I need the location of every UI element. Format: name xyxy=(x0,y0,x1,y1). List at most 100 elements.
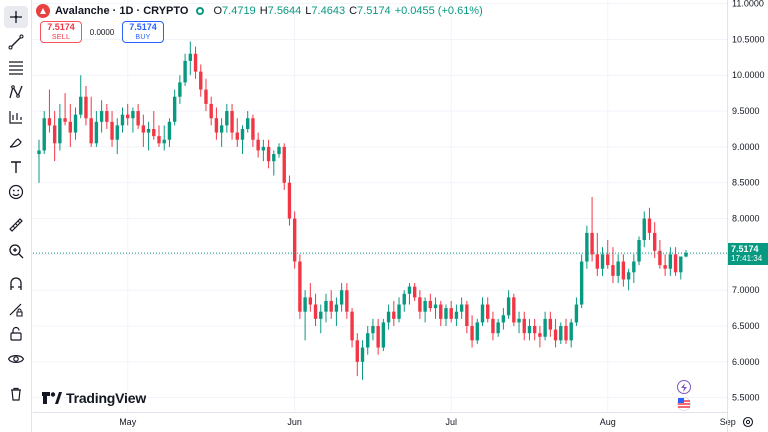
buy-button[interactable]: 7.5174 BUY xyxy=(122,21,164,43)
candle-body xyxy=(569,322,573,341)
candle-body xyxy=(684,252,688,257)
candle xyxy=(684,250,688,258)
candle xyxy=(146,121,151,151)
candle xyxy=(230,103,234,140)
y-tick-label: 10.0000 xyxy=(732,70,765,80)
pattern-icon[interactable] xyxy=(4,81,28,103)
fib-icon[interactable] xyxy=(4,56,28,78)
tradingview-logo-icon xyxy=(42,392,62,404)
sell-button[interactable]: 7.5174 SELL xyxy=(40,21,82,43)
candle-body xyxy=(402,293,406,305)
candle xyxy=(606,240,610,269)
candle xyxy=(652,222,657,258)
y-tick-label: 8.0000 xyxy=(732,214,760,224)
candle-body xyxy=(439,304,443,319)
candle-body xyxy=(433,304,438,309)
candle-body xyxy=(366,333,370,348)
candle-body xyxy=(376,326,380,348)
candle-body xyxy=(595,254,599,269)
candle xyxy=(376,318,380,355)
candle-body xyxy=(517,318,521,323)
candle xyxy=(58,103,62,151)
zoom-icon[interactable] xyxy=(4,240,28,262)
trend-line-icon[interactable] xyxy=(4,31,28,53)
cursor-icon[interactable] xyxy=(4,6,28,28)
candle-body xyxy=(58,118,62,144)
candle xyxy=(246,111,250,133)
lock-drawing-icon[interactable] xyxy=(4,298,28,320)
candle xyxy=(183,53,187,86)
candle xyxy=(470,315,474,348)
prediction-icon[interactable] xyxy=(4,106,28,128)
candle xyxy=(235,118,239,147)
candle xyxy=(282,143,286,190)
candle xyxy=(397,297,401,323)
candle-body xyxy=(355,340,359,362)
y-tick-label: 9.0000 xyxy=(732,142,760,152)
market-status-icon[interactable] xyxy=(196,7,205,15)
candle xyxy=(496,318,500,337)
candle xyxy=(553,318,558,348)
emoji-icon[interactable] xyxy=(4,181,28,203)
candle-body xyxy=(178,82,182,97)
candle-body xyxy=(673,254,678,273)
candle-body xyxy=(386,311,391,323)
candle-body xyxy=(298,261,302,312)
candle-body xyxy=(658,250,662,266)
change-value: +0.0455 (+0.61%) xyxy=(394,5,483,17)
lightning-icon[interactable] xyxy=(677,380,691,394)
trash-icon[interactable] xyxy=(4,383,28,405)
candle xyxy=(47,89,52,133)
candle-body xyxy=(272,154,276,162)
candle-body xyxy=(381,322,386,348)
candle xyxy=(423,297,427,323)
candle xyxy=(110,111,114,147)
price-axis-border xyxy=(727,0,728,432)
candle-body xyxy=(449,308,453,319)
candle xyxy=(266,139,271,169)
magnet-icon[interactable] xyxy=(4,273,28,295)
candle-body xyxy=(157,136,161,144)
candle xyxy=(313,293,318,327)
eye-icon[interactable] xyxy=(4,348,28,370)
candle-body xyxy=(126,114,130,119)
candle-series xyxy=(37,41,688,380)
candle xyxy=(360,340,365,380)
candle xyxy=(449,300,453,323)
candle-body xyxy=(334,304,339,312)
candle xyxy=(621,254,626,287)
candle-body xyxy=(668,254,673,269)
candle-body xyxy=(188,53,193,61)
candle xyxy=(459,297,464,319)
candle xyxy=(324,293,328,323)
unlock-icon[interactable] xyxy=(4,323,28,345)
candle-body xyxy=(532,326,537,334)
tradingview-logo[interactable]: TradingView xyxy=(42,390,146,406)
candle-body xyxy=(564,326,568,341)
gear-icon[interactable] xyxy=(742,416,754,428)
candle xyxy=(350,308,354,348)
candle xyxy=(480,297,485,327)
candle-body xyxy=(204,89,208,104)
candle xyxy=(392,300,396,327)
candle xyxy=(491,311,495,341)
us-flag-icon[interactable] xyxy=(677,397,691,411)
candle xyxy=(68,103,73,147)
candle-body xyxy=(172,96,177,122)
ohlc-close-value: 7.5174 xyxy=(357,5,391,17)
candle xyxy=(172,89,177,126)
candle xyxy=(439,300,443,327)
buy-label: BUY xyxy=(135,34,151,41)
candle xyxy=(632,254,636,284)
candle xyxy=(642,211,646,248)
text-icon[interactable] xyxy=(4,156,28,178)
candle xyxy=(366,326,370,355)
brush-icon[interactable] xyxy=(4,131,28,153)
ruler-icon[interactable] xyxy=(4,214,28,236)
candle xyxy=(162,125,166,151)
y-tick-label: 6.5000 xyxy=(732,321,760,331)
symbol-title[interactable]: Avalanche · 1D · CRYPTO xyxy=(55,5,189,17)
price-chart[interactable]: 11.0000 10.5000 10.0000 9.5000 9.0000 8.5000 8… xyxy=(33,0,768,432)
candle-body xyxy=(527,326,532,334)
candle-body xyxy=(308,297,313,305)
